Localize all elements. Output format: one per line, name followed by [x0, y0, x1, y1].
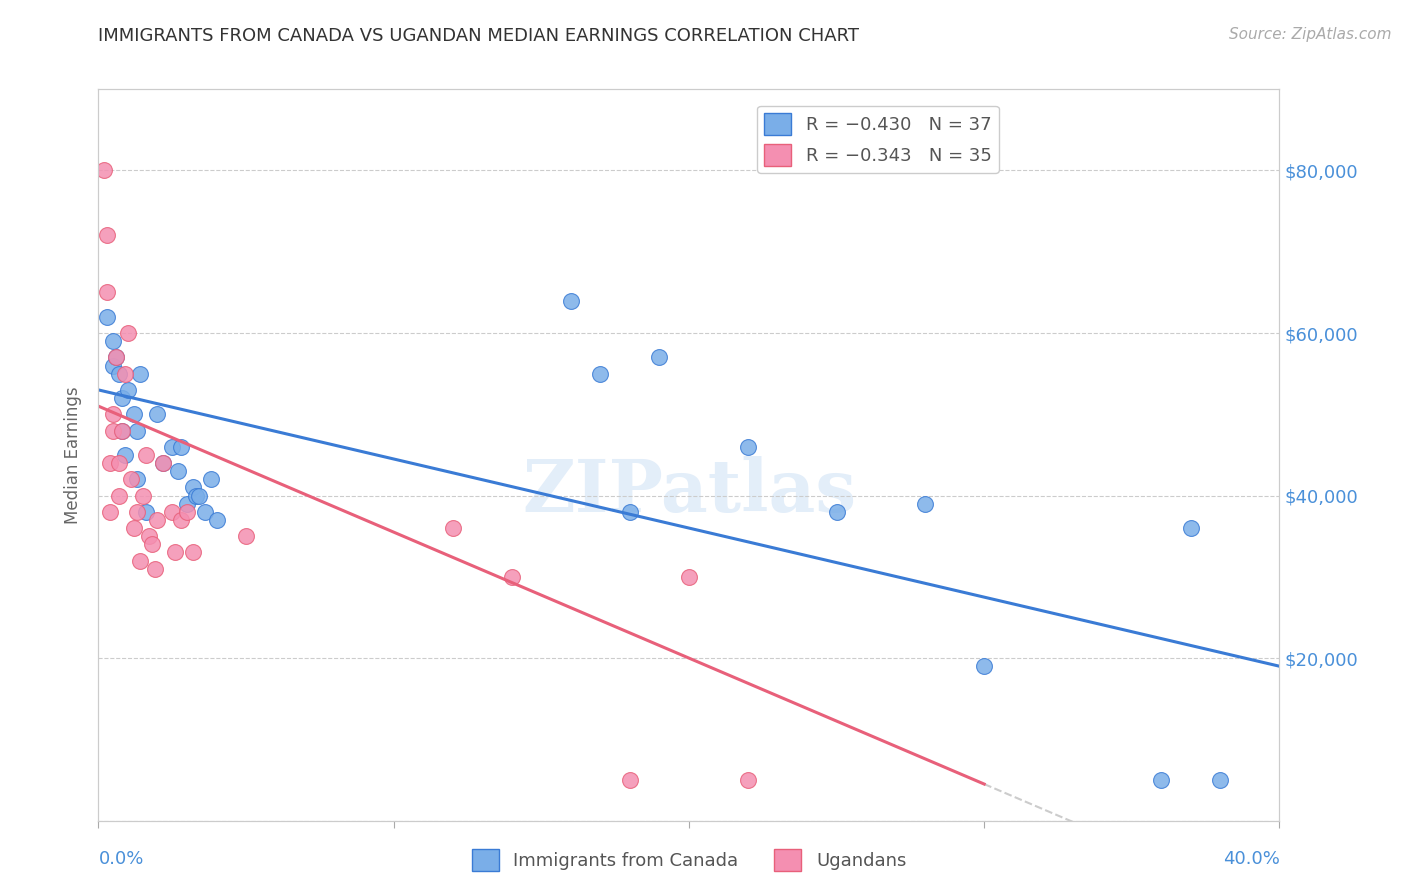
Point — [122, 407, 145, 421]
Point — [141, 537, 163, 551]
Point — [1150, 772, 1173, 787]
Point — [162, 440, 183, 454]
Text: 0.0%: 0.0% — [98, 850, 143, 868]
Point — [96, 310, 118, 324]
Point — [170, 440, 193, 454]
Point — [111, 424, 134, 438]
Point — [176, 505, 198, 519]
Point — [135, 448, 157, 462]
Text: IMMIGRANTS FROM CANADA VS UGANDAN MEDIAN EARNINGS CORRELATION CHART: IMMIGRANTS FROM CANADA VS UGANDAN MEDIAN… — [98, 27, 859, 45]
Point — [103, 407, 125, 421]
Point — [205, 513, 228, 527]
Point — [103, 424, 125, 438]
Point — [138, 529, 160, 543]
Point — [560, 293, 582, 308]
Point — [825, 505, 848, 519]
Point — [111, 391, 134, 405]
Text: ZIPatlas: ZIPatlas — [522, 456, 856, 527]
Point — [165, 545, 187, 559]
Point — [108, 367, 131, 381]
Point — [125, 505, 148, 519]
Point — [146, 513, 169, 527]
Point — [111, 424, 134, 438]
Point — [98, 456, 121, 470]
Point — [125, 472, 148, 486]
Point — [973, 659, 995, 673]
Point — [648, 351, 671, 365]
Point — [1209, 772, 1232, 787]
Point — [103, 359, 125, 373]
Point — [170, 513, 193, 527]
Y-axis label: Median Earnings: Median Earnings — [65, 386, 83, 524]
Point — [96, 285, 118, 300]
Point — [128, 553, 150, 567]
Point — [93, 163, 115, 178]
Point — [117, 326, 139, 340]
Point — [105, 351, 128, 365]
Point — [737, 772, 759, 787]
Point — [114, 367, 136, 381]
Point — [132, 489, 155, 503]
Legend: R = −0.430   N = 37, R = −0.343   N = 35: R = −0.430 N = 37, R = −0.343 N = 35 — [756, 105, 998, 173]
Point — [235, 529, 257, 543]
Point — [128, 367, 150, 381]
Point — [200, 472, 222, 486]
Point — [619, 505, 641, 519]
Text: Source: ZipAtlas.com: Source: ZipAtlas.com — [1229, 27, 1392, 42]
Point — [125, 424, 148, 438]
Point — [181, 545, 204, 559]
Point — [176, 497, 198, 511]
Point — [441, 521, 464, 535]
Legend: Immigrants from Canada, Ugandans: Immigrants from Canada, Ugandans — [464, 842, 914, 879]
Point — [108, 489, 131, 503]
Point — [122, 521, 145, 535]
Point — [108, 456, 131, 470]
Point — [737, 440, 759, 454]
Point — [1180, 521, 1202, 535]
Point — [162, 505, 183, 519]
Point — [678, 570, 700, 584]
Point — [501, 570, 523, 584]
Point — [589, 367, 612, 381]
Point — [184, 489, 207, 503]
Point — [187, 489, 209, 503]
Point — [181, 480, 204, 494]
Point — [194, 505, 217, 519]
Point — [914, 497, 936, 511]
Point — [152, 456, 174, 470]
Point — [167, 464, 190, 478]
Point — [143, 562, 166, 576]
Point — [135, 505, 157, 519]
Point — [105, 351, 128, 365]
Point — [117, 383, 139, 397]
Point — [98, 505, 121, 519]
Point — [152, 456, 174, 470]
Point — [619, 772, 641, 787]
Text: 40.0%: 40.0% — [1223, 850, 1279, 868]
Point — [103, 334, 125, 348]
Point — [96, 228, 118, 243]
Point — [114, 448, 136, 462]
Point — [146, 407, 169, 421]
Point — [120, 472, 142, 486]
